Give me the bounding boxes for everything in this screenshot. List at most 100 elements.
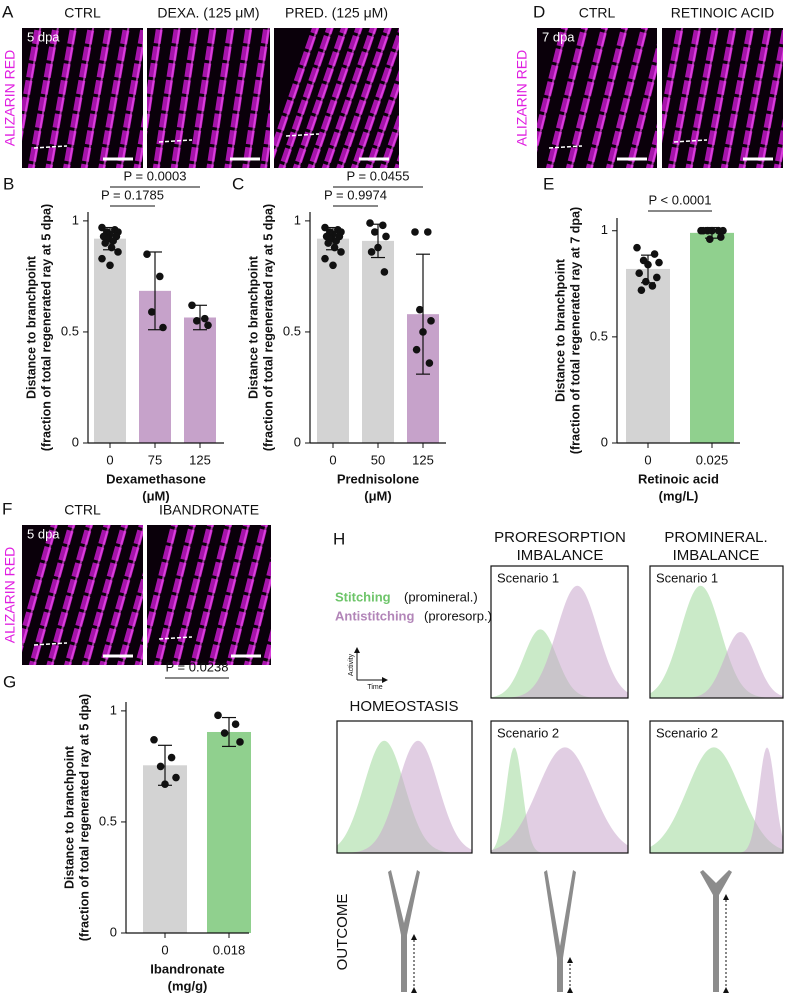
data-point: [412, 345, 421, 354]
scenario-box: [490, 720, 629, 854]
ray-core: [175, 28, 199, 168]
data-point: [425, 359, 434, 367]
data-point: [332, 237, 341, 245]
condition-label: DEXA. (125 μM): [157, 5, 259, 21]
data-point: [188, 301, 196, 310]
x-tick-label: 0: [644, 452, 651, 467]
condition-label: CTRL: [64, 502, 101, 518]
data-point: [106, 261, 114, 270]
column-title: IMBALANCE: [673, 547, 760, 564]
panel-letter: F: [2, 499, 12, 518]
ray: [274, 28, 320, 160]
y-axis-label: (fraction of total regenerated ray at 5 …: [77, 694, 91, 941]
scenario-label: Scenario 2: [497, 725, 559, 740]
ray-core: [672, 28, 701, 168]
data-point: [699, 226, 707, 235]
ray: [537, 28, 569, 153]
time-label: 5 dpa: [27, 29, 60, 44]
outcome-ray: [700, 870, 732, 992]
ray-core: [103, 525, 143, 665]
p-value: P < 0.0001: [648, 192, 711, 207]
amputation-line: [33, 642, 68, 646]
ray: [147, 28, 164, 135]
data-point: [635, 269, 643, 277]
data-point: [329, 261, 337, 270]
ray-core: [690, 28, 719, 168]
ray: [45, 28, 78, 168]
micrograph: [147, 28, 270, 168]
ray-core: [297, 28, 348, 168]
scenario-label: Scenario 1: [497, 570, 559, 585]
ray: [350, 28, 399, 168]
ray-core: [85, 28, 112, 168]
p-value: P = 0.1785: [101, 187, 164, 202]
legend-note: (promineral.): [404, 589, 478, 604]
ray-core: [194, 525, 232, 665]
ray: [625, 43, 657, 168]
x-tick-label: 0: [106, 452, 113, 467]
ray-core: [355, 41, 399, 168]
data-point: [411, 228, 419, 236]
data-point: [650, 250, 659, 258]
data-point: [380, 268, 389, 276]
ray-core: [398, 167, 399, 168]
outcome-label: OUTCOME: [334, 894, 351, 971]
x-axis-label: Dexamethasone: [106, 471, 206, 486]
y-tick-label: 1: [294, 212, 301, 227]
bar: [207, 731, 251, 933]
p-value: P = 0.0003: [123, 168, 186, 183]
panel-letter: C: [232, 174, 244, 193]
ray-core: [630, 61, 657, 168]
ray: [147, 525, 179, 650]
stain-label: ALIZARIN RED: [514, 50, 530, 146]
ray: [292, 28, 349, 168]
ray-core: [662, 28, 684, 141]
amputation-line: [158, 139, 193, 143]
axis-name: Time: [367, 684, 382, 691]
ray-core: [147, 525, 178, 648]
data-point: [172, 773, 180, 782]
condition-label: CTRL: [64, 5, 101, 21]
y-tick-label: 1: [72, 212, 79, 227]
ray: [134, 634, 143, 665]
data-point: [633, 243, 641, 252]
x-axis-label: (mg/g): [168, 978, 208, 993]
data-point: [167, 753, 176, 762]
outcome-ray: [388, 870, 420, 992]
ray: [28, 525, 76, 665]
ray: [756, 28, 783, 168]
data-point: [324, 239, 333, 247]
ray: [565, 28, 609, 168]
x-tick-label: 125: [412, 452, 434, 467]
y-axis-label: Distance to branchpoint: [553, 258, 567, 402]
p-value: P = 0.9974: [324, 187, 387, 202]
activity-curve: [337, 740, 472, 853]
ray-core: [725, 28, 754, 168]
ray-core: [650, 141, 657, 168]
ray-core: [67, 28, 95, 168]
column-title: PROMINERAL.: [664, 529, 767, 546]
data-point: [382, 232, 390, 241]
ray-core: [102, 28, 130, 168]
data-point: [367, 248, 376, 256]
activity-curve: [491, 747, 628, 853]
x-tick-label: 0.018: [213, 942, 246, 957]
y-tick-label: 0: [72, 434, 79, 449]
ray: [667, 28, 702, 168]
ray: [133, 114, 143, 168]
data-point: [321, 223, 329, 232]
panel-letter: A: [2, 2, 14, 21]
condition-label: IBANDRONATE: [159, 502, 259, 518]
ray: [81, 525, 129, 665]
x-tick-label: 0: [329, 452, 336, 467]
data-point: [201, 314, 209, 323]
ray-core: [176, 525, 214, 665]
scenario-label: Scenario 1: [656, 570, 718, 585]
ray-core: [51, 525, 93, 665]
data-point: [416, 305, 424, 314]
data-point: [214, 711, 222, 720]
ray: [98, 28, 130, 168]
bar: [143, 765, 187, 933]
ray: [80, 28, 113, 168]
